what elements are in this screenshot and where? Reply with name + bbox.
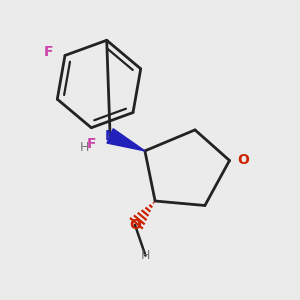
Text: O: O (129, 218, 141, 232)
Text: H: H (141, 249, 150, 262)
Text: F: F (86, 137, 96, 151)
Polygon shape (107, 129, 145, 151)
Text: H: H (80, 141, 90, 154)
Text: O: O (237, 154, 249, 167)
Text: F: F (44, 46, 53, 59)
Text: N: N (104, 129, 116, 143)
